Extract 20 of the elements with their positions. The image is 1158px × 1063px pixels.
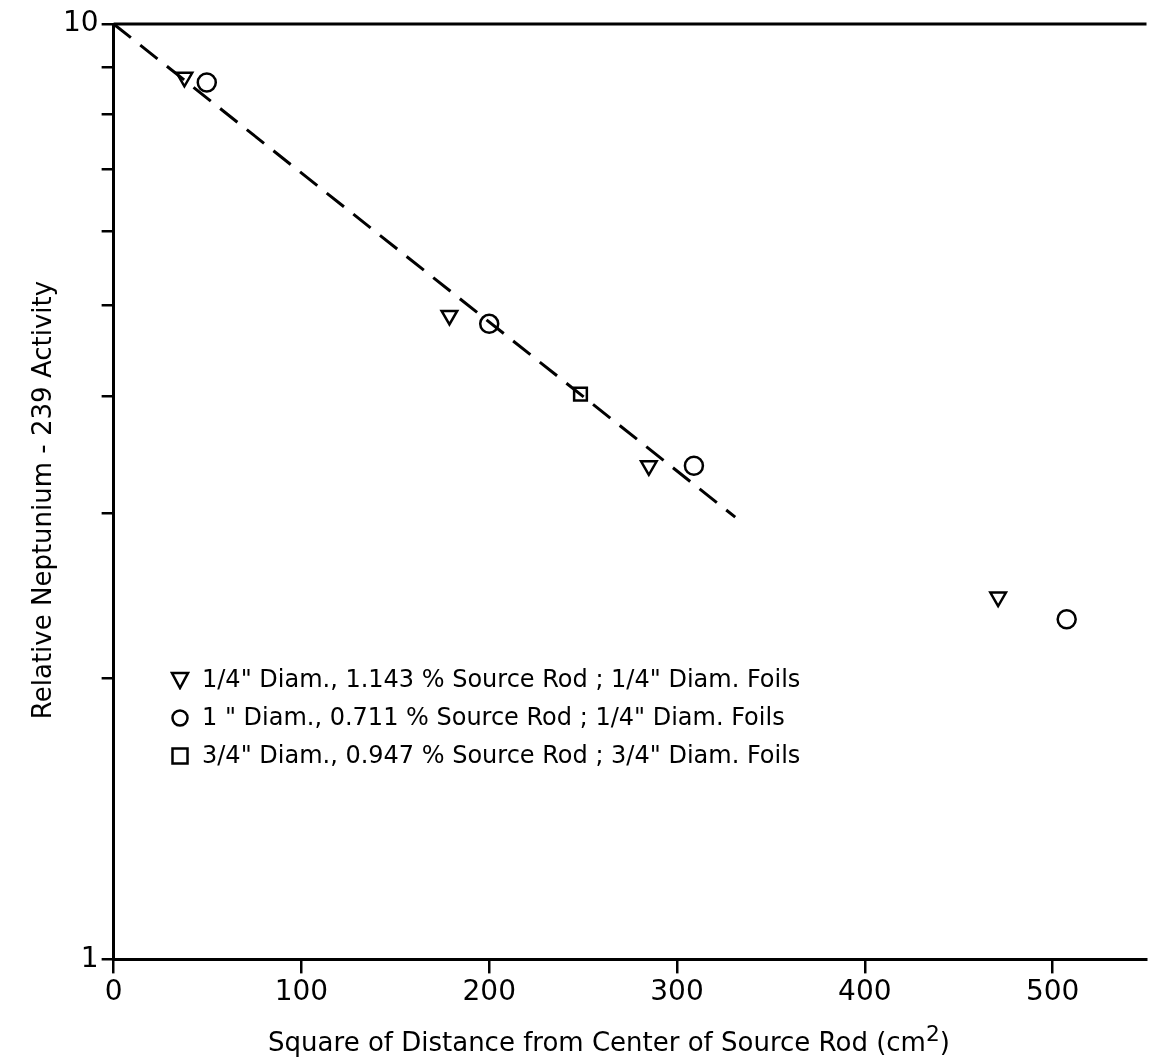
x-tick-label: 400 [838, 974, 892, 1008]
x-axis-title: Square of Distance from Center of Source Rod (cm$^{2}$) [267, 1021, 951, 1057]
x-tick-label: 500 [1025, 974, 1080, 1008]
point [440, 309, 459, 326]
legend-label: 1 " Diam., 0.711 % Source Rod ; 1/4" Diam. Foils [202, 703, 785, 731]
point [1056, 609, 1077, 630]
point [683, 455, 705, 477]
y-axis-title: Relative Neptunium - 239 Activity [27, 280, 57, 720]
x-tick-label: 100 [274, 974, 329, 1008]
legend-label: 1/4" Diam., 1.143 % Source Rod ; 1/4" Diam. Foils [202, 665, 801, 693]
point [572, 386, 589, 402]
x-tick-label: 0 [104, 974, 123, 1008]
x-tick-label: 300 [650, 974, 704, 1008]
y-tick-label: 10 [62, 5, 99, 39]
legend-label: 3/4" Diam., 0.947 % Source Rod ; 3/4" Diam. Foils [202, 741, 801, 769]
point [175, 71, 194, 88]
y-tick-label: 1 [80, 940, 99, 974]
point [196, 72, 218, 93]
x-tick-label: 200 [462, 974, 516, 1008]
point [478, 313, 500, 335]
